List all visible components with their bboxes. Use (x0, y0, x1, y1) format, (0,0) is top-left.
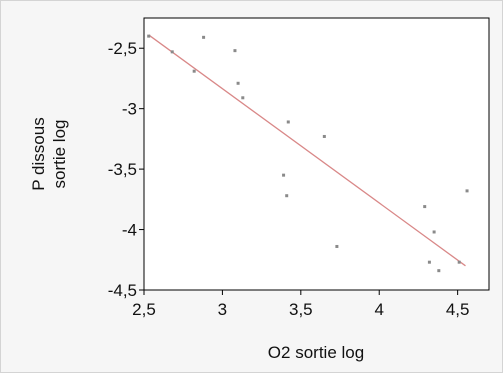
data-point (322, 134, 326, 138)
data-point (286, 120, 290, 124)
data-point (202, 35, 206, 39)
plot-area (143, 17, 490, 291)
x-tick-label: 3,5 (289, 300, 313, 319)
x-tick-label: 4,5 (446, 300, 470, 319)
fit-line (148, 34, 466, 267)
y-axis-title-line-1: P dissous (29, 117, 48, 190)
data-point (192, 69, 196, 73)
y-tick-label: -2,5 (108, 39, 137, 58)
data-point (241, 96, 245, 100)
data-point (437, 269, 441, 273)
data-point (285, 194, 289, 198)
data-point (147, 34, 151, 38)
x-tick-label: 4 (374, 300, 383, 319)
x-tick-label: 2,5 (132, 300, 156, 319)
data-point (457, 260, 461, 264)
y-tick-label: -4 (122, 221, 137, 240)
data-point (282, 173, 286, 177)
data-point (170, 50, 174, 54)
data-point (423, 205, 427, 209)
data-point (465, 189, 469, 193)
data-point (335, 244, 339, 248)
y-tick-label: -3 (122, 100, 137, 119)
x-axis-title: O2 sortie log (268, 343, 364, 362)
data-point (236, 81, 240, 85)
data-point (233, 49, 237, 53)
data-point (432, 230, 436, 234)
y-tick-label: -4,5 (108, 281, 137, 300)
x-tick-label: 3 (218, 300, 227, 319)
data-point (427, 260, 431, 264)
y-axis-title-line-2: sortie log (50, 120, 69, 189)
y-tick-label: -3,5 (108, 160, 137, 179)
